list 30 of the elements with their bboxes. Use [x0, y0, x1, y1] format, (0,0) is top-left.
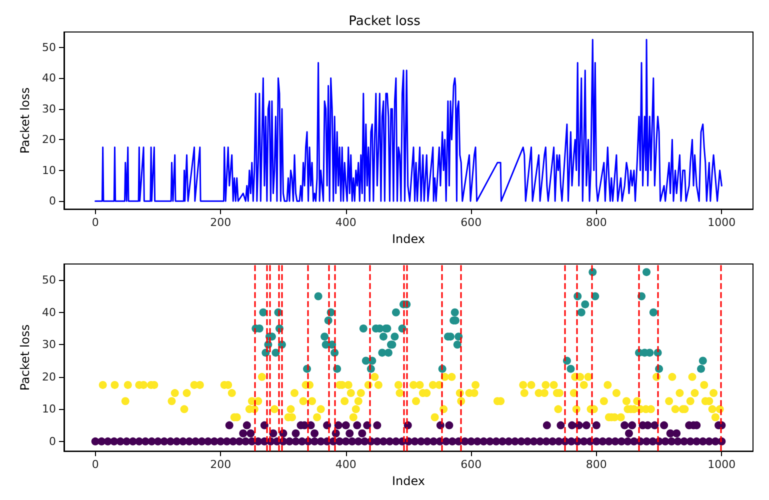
x-tick-label: 200 [210, 216, 232, 230]
x-tick-label: 600 [460, 216, 482, 230]
y-tick-label: 50 [42, 274, 56, 287]
y-tick-label: 50 [42, 40, 56, 54]
x-tick-label: 1000 [708, 216, 736, 230]
x-tick-label: 600 [460, 458, 482, 472]
y-tick-label: 30 [42, 338, 56, 352]
x-tick-label: 800 [586, 458, 607, 472]
y-tick-label: 10 [42, 164, 56, 177]
x-tick-label: 0 [92, 458, 99, 472]
y-axis-title: Packet loss [18, 87, 32, 154]
x-tick-label: 0 [92, 216, 99, 230]
line-series [94, 38, 722, 202]
x-tick-label: 800 [586, 216, 607, 230]
x-axis-title: Index [392, 474, 426, 488]
y-tick-label: 0 [49, 434, 56, 448]
x-tick-label: 1000 [708, 458, 736, 472]
y-tick-label: 40 [42, 306, 56, 319]
y-tick-label: 20 [42, 133, 56, 146]
x-tick-label: 400 [335, 216, 356, 230]
y-axis-title: Packet loss [18, 324, 32, 391]
y-tick-label: 10 [42, 402, 56, 416]
y-tick-label: 20 [42, 370, 56, 384]
y-tick-label: 30 [42, 102, 56, 116]
x-tick-label: 400 [335, 458, 356, 472]
chart-title: Packet loss [348, 14, 421, 29]
x-tick-label: 200 [210, 458, 232, 472]
y-tick-label: 40 [42, 72, 56, 85]
x-axis-title: Index [392, 232, 426, 246]
y-tick-label: 0 [49, 194, 56, 208]
